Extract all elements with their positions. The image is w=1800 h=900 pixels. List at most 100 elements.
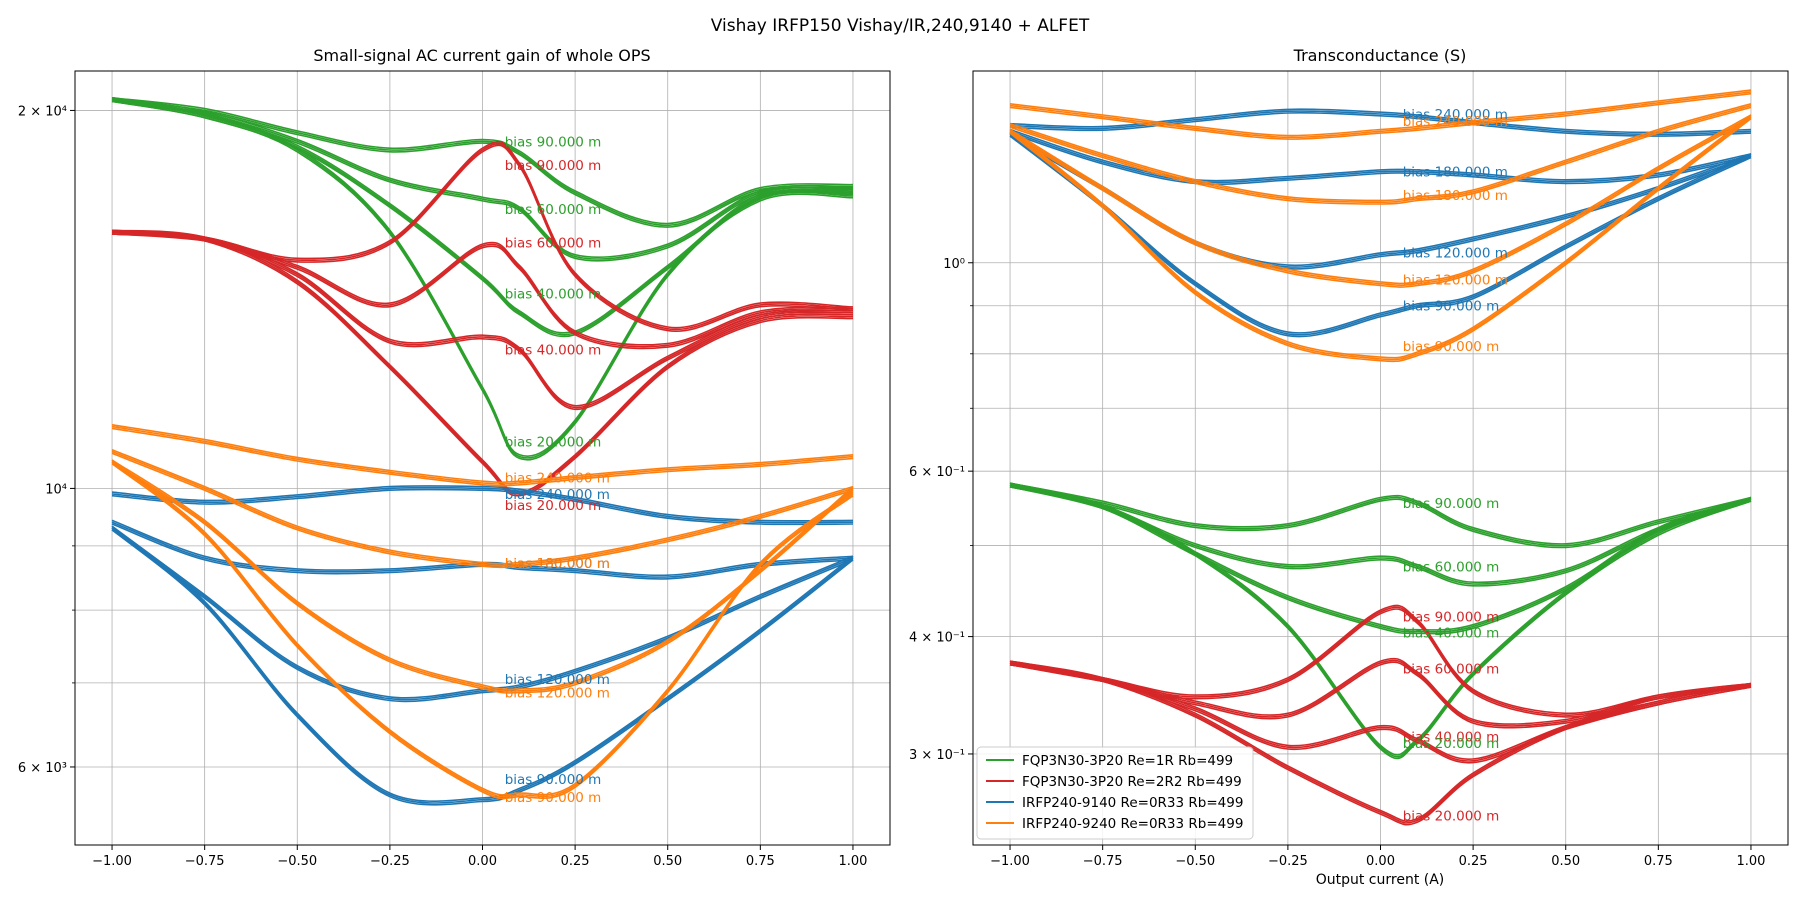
gm-series-blue-bias-180-000-m-trace — [1009, 128, 1752, 182]
gain-series-green-bias-20-000-m-trace — [111, 100, 854, 461]
gain-series-blue-bias-90-000-m-trace — [111, 529, 854, 806]
gm-series-orange-bias-240-000-m-trace — [1009, 92, 1752, 140]
gm-series-orange-bias-90-000-m-trace — [1009, 117, 1752, 363]
gain-series-blue-bias-90-000-m — [111, 527, 854, 804]
gain-x-tick-label: −0.50 — [277, 854, 317, 869]
gm-x-tick-label: 1.00 — [1736, 854, 1765, 869]
gain-series-orange-bias-90-000-m-trace — [111, 459, 854, 796]
gain-curve-label-blue-bias-180-000-m: bias 180.000 m — [505, 556, 610, 572]
gain-series-blue-bias-120-000-m — [111, 527, 854, 701]
gm-series-green-bias-20-000-m — [1009, 484, 1752, 758]
gain-series-blue-bias-90-000-m-trace — [111, 525, 854, 802]
gain-series-blue-bias-240-000-m — [111, 486, 854, 524]
gm-panel-title: Transconductance (S) — [1293, 46, 1467, 65]
gm-series-red-bias-60-000-m-trace — [1009, 657, 1752, 725]
gm-x-tick-label: −0.50 — [1175, 854, 1215, 869]
gain-x-tick-label: −1.00 — [92, 854, 132, 869]
gain-curve-label-red-bias-90-000-m: bias 90.000 m — [505, 158, 602, 174]
gain-curve-label-orange-bias-120-000-m: bias 120.000 m — [505, 685, 610, 701]
gm-series-orange-bias-90-000-m — [1009, 116, 1752, 361]
gain-series-green-bias-90-000-m-trace — [111, 97, 854, 225]
legend-box — [976, 746, 1254, 840]
gain-curve-label-blue-bias-120-000-m: bias 120.000 m — [505, 672, 610, 688]
gm-curve-label-green-bias-40-000-m: bias 40.000 m — [1403, 626, 1500, 642]
gm-series-blue-bias-240-000-m-trace — [1009, 112, 1752, 137]
gain-series-orange-bias-240-000-m-trace — [111, 427, 854, 487]
gain-curve-label-orange-bias-240-000-m: bias 240.000 m — [505, 471, 610, 487]
gain-series-red-bias-20-000-m — [111, 231, 854, 495]
gm-curve-label-red-bias-40-000-m: bias 40.000 m — [1403, 730, 1500, 746]
legend-label-fqp-2r2: FQP3N30-3P20 Re=2R2 Rb=499 — [1022, 774, 1242, 790]
gm-x-tick-label: −1.00 — [990, 854, 1030, 869]
gain-series-blue-bias-120-000-m-trace — [111, 529, 854, 703]
gain-series-blue-bias-240-000-m-trace — [111, 485, 854, 522]
gain-series-orange-bias-90-000-m-trace — [111, 462, 854, 800]
gain-curve-label-red-bias-60-000-m: bias 60.000 m — [505, 235, 602, 251]
gm-series-orange-bias-240-000-m — [1009, 91, 1752, 139]
gain-curve-label-red-bias-40-000-m: bias 40.000 m — [505, 343, 602, 359]
gain-series-red-bias-20-000-m-trace — [111, 229, 854, 493]
gain-curve-label-green-bias-40-000-m: bias 40.000 m — [505, 286, 602, 302]
gain-series-orange-bias-180-000-m — [111, 450, 854, 567]
gm-curve-label-blue-bias-90-000-m: bias 90.000 m — [1403, 299, 1500, 315]
gm-x-tick-label: 0.75 — [1644, 854, 1673, 869]
gain-axis-ticks: −1.00 −0.75 −0.50 −0.25 0.00 0.25 0.50 0.75 1.00… — [18, 104, 868, 869]
gain-series-orange-bias-90-000-m — [111, 461, 854, 798]
gm-series-orange-bias-90-000-m-trace — [1009, 114, 1752, 359]
legend: FQP3N30-3P20 Re=1R Rb=499 FQP3N30-3P20 R… — [976, 746, 1254, 840]
gain-curve-labels: bias 90.000 m bias 90.000 m bias 60.000 m b… — [505, 134, 610, 806]
gm-series-group — [1009, 89, 1752, 826]
gm-curve-label-orange-bias-180-000-m: bias 180.000 m — [1403, 188, 1508, 204]
gm-series-green-bias-20-000-m-trace — [1009, 486, 1752, 760]
gain-x-tick-label: 0.00 — [468, 854, 497, 869]
gm-y-tick-label: 4 × 10⁻¹ — [909, 631, 965, 646]
gain-series-orange-bias-120-000-m — [111, 461, 854, 692]
gain-curve-label-orange-bias-180-000-m: bias 180.000 m — [505, 556, 610, 572]
gm-series-blue-bias-240-000-m — [1009, 110, 1752, 136]
gm-series-red-bias-20-000-m-trace — [1009, 663, 1752, 826]
gm-y-tick-label: 6 × 10⁻¹ — [909, 465, 965, 480]
gm-series-red-bias-20-000-m — [1009, 662, 1752, 824]
gm-series-green-bias-90-000-m-trace — [1009, 486, 1752, 549]
gain-series-red-bias-40-000-m-trace — [111, 229, 854, 407]
gm-series-orange-bias-120-000-m-trace — [1009, 117, 1752, 288]
gm-curve-label-blue-bias-240-000-m: bias 240.000 m — [1403, 107, 1508, 123]
gain-series-red-bias-40-000-m — [111, 231, 854, 409]
legend-label-fqp-1r: FQP3N30-3P20 Re=1R Rb=499 — [1022, 753, 1233, 769]
gain-panel: Small-signal AC current gain of whole OP… — [18, 46, 891, 869]
gain-x-tick-label: −0.75 — [185, 854, 225, 869]
gm-axis-ticks: −1.00 −0.75 −0.50 −0.25 0.00 0.25 0.50 0.75 1.00… — [909, 257, 1765, 869]
gm-curve-label-blue-bias-120-000-m: bias 120.000 m — [1403, 246, 1508, 262]
gm-curve-label-green-bias-90-000-m: bias 90.000 m — [1403, 496, 1500, 512]
gain-curve-label-blue-bias-240-000-m: bias 240.000 m — [505, 487, 610, 503]
gain-y-tick-label: 10⁴ — [45, 482, 67, 497]
gm-series-green-bias-90-000-m-trace — [1009, 482, 1752, 545]
gain-x-tick-label: 0.50 — [653, 854, 682, 869]
gm-series-green-bias-90-000-m — [1009, 484, 1752, 547]
gm-x-tick-label: −0.75 — [1083, 854, 1123, 869]
gm-series-green-bias-20-000-m-trace — [1009, 482, 1752, 756]
legend-label-irfp-9140: IRFP240-9140 Re=0R33 Rb=499 — [1022, 795, 1243, 811]
gain-series-green-bias-60-000-m-trace — [111, 97, 854, 258]
gm-series-blue-bias-180-000-m-trace — [1009, 132, 1752, 186]
gain-curve-label-green-bias-60-000-m: bias 60.000 m — [505, 202, 602, 218]
gain-series-green-bias-60-000-m — [111, 98, 854, 260]
gain-series-orange-bias-120-000-m-trace — [111, 459, 854, 691]
gm-curve-label-red-bias-90-000-m: bias 90.000 m — [1403, 610, 1500, 626]
gm-panel-xlabel: Output current (A) — [1316, 872, 1445, 888]
gain-series-red-bias-60-000-m-trace — [111, 229, 854, 346]
gm-series-orange-bias-120-000-m — [1009, 116, 1752, 287]
gain-series-group — [111, 97, 854, 806]
gm-series-red-bias-90-000-m-trace — [1009, 604, 1752, 715]
gm-curve-label-blue-bias-180-000-m: bias 180.000 m — [1403, 165, 1508, 181]
gm-series-blue-bias-180-000-m — [1009, 130, 1752, 184]
gm-series-blue-bias-90-000-m-trace — [1009, 131, 1752, 334]
gain-panel-title: Small-signal AC current gain of whole OP… — [313, 46, 650, 65]
gm-x-tick-label: 0.25 — [1459, 854, 1488, 869]
gm-x-tick-label: 0.50 — [1551, 854, 1580, 869]
gain-curve-label-blue-bias-90-000-m: bias 90.000 m — [505, 772, 602, 788]
gm-curve-label-green-bias-20-000-m: bias 20.000 m — [1403, 736, 1500, 752]
